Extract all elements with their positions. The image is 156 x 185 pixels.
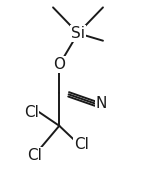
Text: O: O — [53, 57, 65, 72]
Text: Cl: Cl — [24, 105, 39, 120]
Text: Cl: Cl — [74, 137, 89, 152]
Text: N: N — [96, 96, 107, 111]
Text: Cl: Cl — [27, 148, 42, 163]
Text: Si: Si — [71, 26, 85, 41]
